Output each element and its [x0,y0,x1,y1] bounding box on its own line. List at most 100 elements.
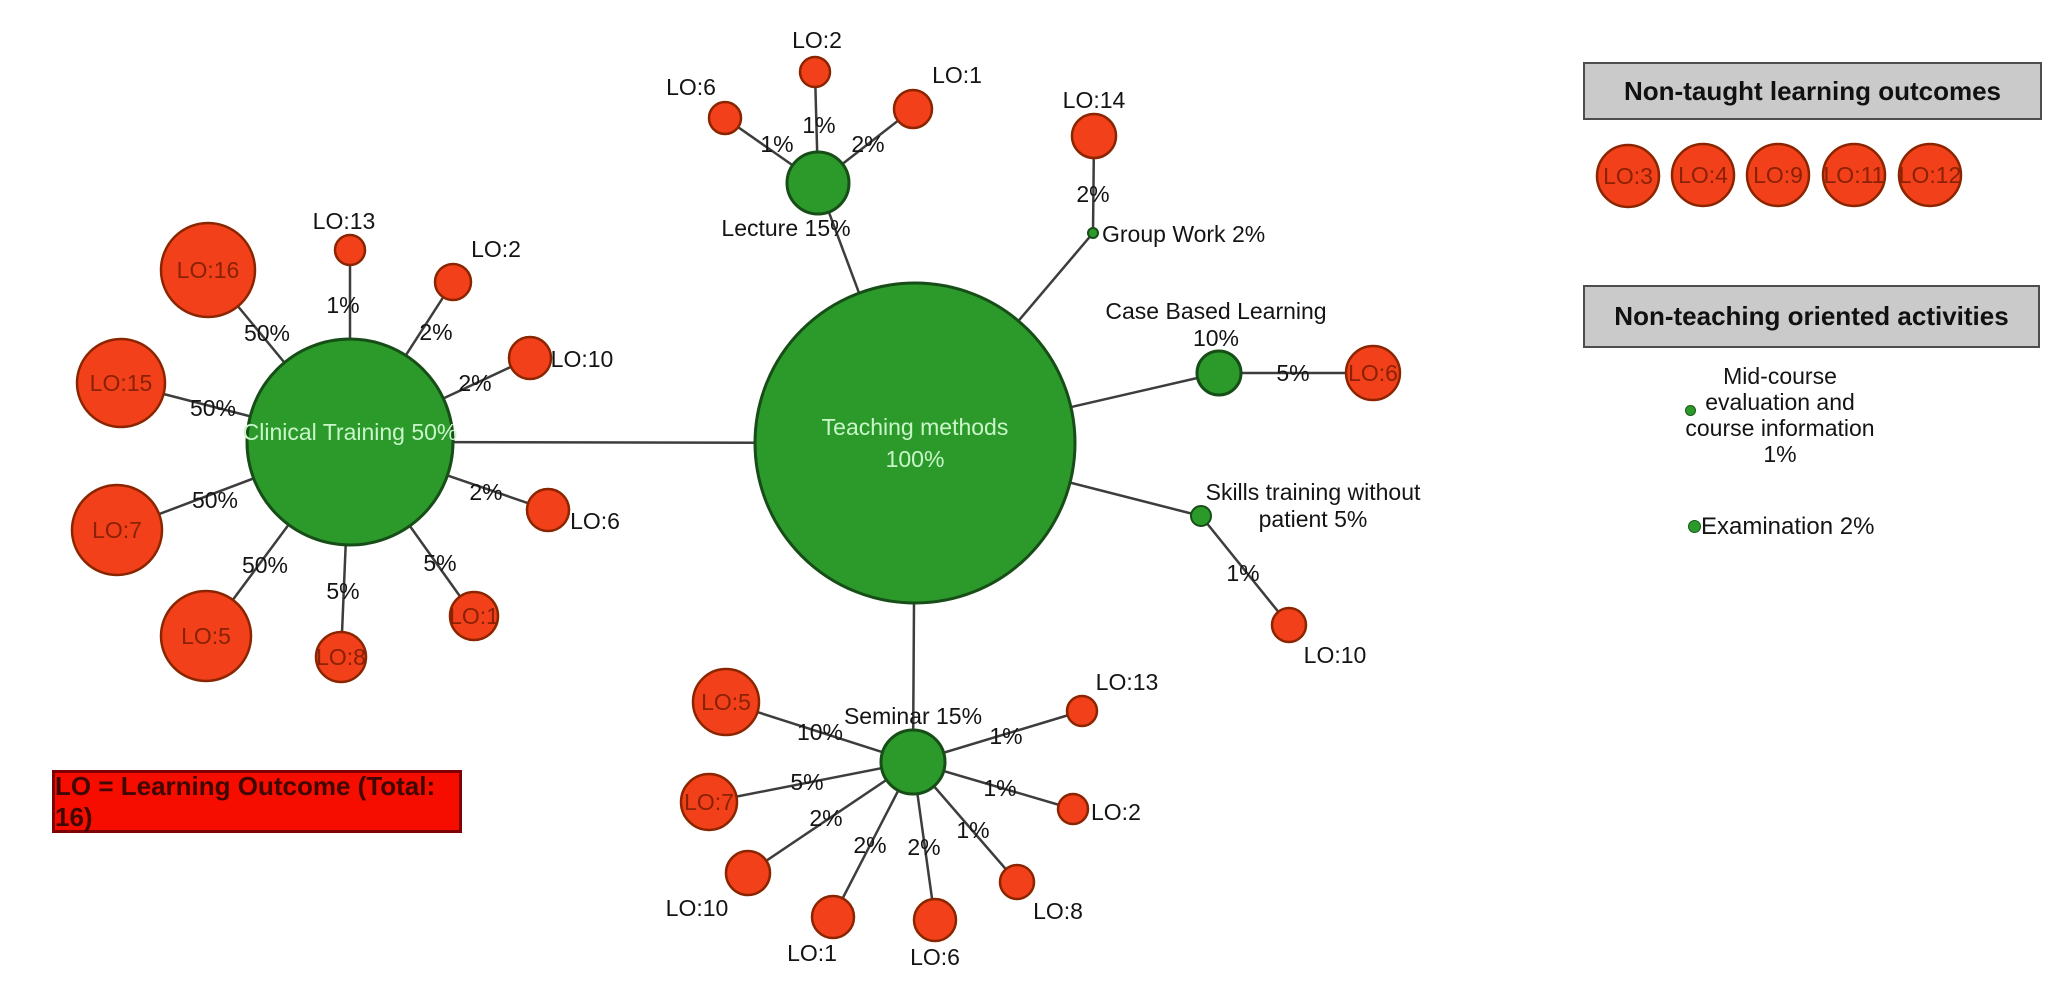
lo-node-lecture-lo6-label: LO:6 [666,74,716,100]
lo-node-cbl-lo6 [1344,344,1402,402]
lo-node-nontaught-lo12-label: LO:12 [1899,162,1962,188]
lo-node-clinical-lo13 [333,233,367,267]
lo-node-skills-lo10-label: LO:10 [1304,642,1367,668]
lo-node-lecture-lo1 [892,88,934,130]
hub-label-groupwork: Group Work 2% [1102,221,1265,247]
pct-label-seminar-lo13: 1% [989,723,1022,749]
lo-node-seminar-lo8 [998,863,1036,901]
lo-node-seminar-lo2-label: LO:2 [1091,799,1141,825]
pct-label-groupwork-lo14: 2% [1076,181,1109,207]
pct-label-skills-lo10: 1% [1226,560,1259,586]
lo-node-nontaught-lo4-label: LO:4 [1678,162,1728,188]
pct-label-seminar-lo1: 2% [853,832,886,858]
lo-node-lecture-lo2-label: LO:2 [792,27,842,53]
lo-node-clinical-lo7 [70,483,164,577]
midcourse-line-4: 1% [1763,441,1797,467]
pct-label-clinical-lo8: 5% [326,578,359,604]
pct-label-lecture-lo1: 2% [851,131,884,157]
pct-label-cbl-lo6: 5% [1276,360,1309,386]
lo-node-seminar-lo13 [1065,694,1099,728]
lo-node-nontaught-lo3-label: LO:3 [1603,163,1653,189]
hub-node-clinical [245,337,455,547]
non-teaching-panel-title: Non-teaching oriented activities [1583,285,2040,348]
lo-node-seminar-lo1 [810,894,856,940]
lo-node-seminar-lo6-label: LO:6 [910,944,960,970]
pct-label-seminar-lo8: 1% [956,817,989,843]
hub-node-seminar [879,728,947,796]
lo-node-clinical-lo8 [314,630,368,684]
lo-node-nontaught-lo9 [1745,142,1811,208]
lo-node-clinical-lo15-label: LO:15 [90,370,153,396]
lo-node-nontaught-lo11-label: LO:11 [1824,162,1885,188]
pct-label-clinical-lo15: 50% [190,395,236,421]
lo-node-groupwork-lo14 [1070,112,1118,160]
lo-node-clinical-lo10 [507,335,553,381]
pct-label-seminar-lo2: 1% [983,775,1016,801]
lo-node-seminar-lo7-label: LO:7 [684,789,734,815]
examination-item: Examination 2% [1701,513,1875,540]
midcourse-line-1: Mid-course [1723,363,1837,389]
lo-node-clinical-lo2 [433,262,473,302]
hub-label-clinical: Clinical Training 50% [243,419,458,445]
lo-node-lecture-lo1-label: LO:1 [932,62,982,88]
pct-label-clinical-lo2: 2% [419,319,452,345]
labels-layer: Teaching methods 100% Clinical Training 50… [90,27,1962,970]
nodes-layer [70,55,1963,943]
pct-label-seminar-lo5: 10% [797,719,843,745]
hub-node-groupwork [1087,227,1099,239]
lo-node-clinical-lo1 [448,590,500,642]
lo-node-seminar-lo8-label: LO:8 [1033,898,1083,924]
pct-label-lecture-lo2: 1% [802,112,835,138]
hub-node-lecture [785,150,851,216]
pct-label-lecture-lo6: 1% [760,131,793,157]
lo-node-seminar-lo10-label: LO:10 [666,895,729,921]
edge-seminar-lo7 [708,760,914,804]
lo-node-nontaught-lo4 [1670,142,1736,208]
lo-node-lecture-lo2 [798,55,832,89]
pct-label-clinical-lo10: 2% [458,370,491,396]
lo-node-seminar-lo5-label: LO:5 [701,689,751,715]
hub-node-skills [1190,505,1212,527]
lo-node-nontaught-lo12 [1897,142,1963,208]
midcourse-line-3: course information [1685,415,1875,441]
lo-node-seminar-lo5 [691,667,761,737]
hub-label-skills: Skills training without [1206,479,1421,505]
lo-node-clinical-lo10-label: LO:10 [551,346,614,372]
lo-node-cbl-lo6-label: LO:6 [1348,360,1398,386]
lo-node-nontaught-lo11 [1821,142,1887,208]
lo-node-seminar-lo1-label: LO:1 [787,940,837,966]
lo-node-nontaught-lo3 [1595,143,1661,209]
lo-node-clinical-lo6-label: LO:6 [570,508,620,534]
pct-label-seminar-lo6: 2% [907,834,940,860]
hub-label-lecture: Lecture 15% [721,215,850,241]
lo-node-clinical-lo5-label: LO:5 [181,623,231,649]
lo-node-clinical-lo2-label: LO:2 [471,236,521,262]
lo-node-skills-lo10 [1270,606,1308,644]
lo-node-seminar-lo6 [912,897,958,943]
edge-skills-lo10 [1200,515,1290,626]
lo-node-clinical-lo13-label: LO:13 [313,208,376,234]
lo-node-clinical-lo7-label: LO:7 [92,517,142,543]
legend-box: LO = Learning Outcome (Total: 16) [52,770,462,833]
lo-node-clinical-lo16-label: LO:16 [177,257,240,283]
pct-label-clinical-lo6: 2% [469,479,502,505]
pct-label-clinical-lo1: 5% [423,550,456,576]
hub-label-cbl: Case Based Learning [1105,298,1326,324]
hub-label-teaching: 100% [886,446,945,472]
lo-node-clinical-lo15 [75,337,167,429]
pct-label-clinical-lo13: 1% [326,292,359,318]
examination-bullet-dot-icon [1688,520,1701,533]
hub-node-teaching [753,281,1077,605]
lo-node-nontaught-lo9-label: LO:9 [1753,162,1803,188]
pct-label-clinical-lo16: 50% [244,320,290,346]
lo-node-seminar-lo10 [724,849,772,897]
pct-label-clinical-lo5: 50% [242,552,288,578]
non-taught-panel-title: Non-taught learning outcomes [1583,62,2042,120]
pct-label-seminar-lo7: 5% [790,769,823,795]
lo-node-clinical-lo8-label: LO:8 [316,644,366,670]
hub-label-seminar: Seminar 15% [844,703,982,729]
midcourse-line-2: evaluation and [1705,389,1855,415]
hub-label-skills: patient 5% [1259,506,1368,532]
